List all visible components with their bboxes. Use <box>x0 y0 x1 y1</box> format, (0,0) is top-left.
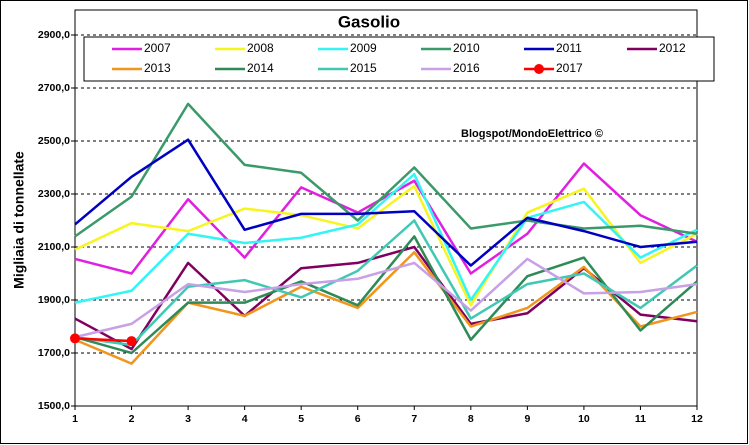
series-line <box>74 257 698 339</box>
legend <box>83 36 715 82</box>
x-tick-label: 4 <box>242 413 248 425</box>
legend-label: 2013 <box>144 61 171 75</box>
legend-label: 2015 <box>350 61 377 75</box>
series-line <box>74 102 698 238</box>
y-tick-label: 2900,0 <box>38 29 70 41</box>
y-tick-label: 2100,0 <box>38 241 70 253</box>
x-tick-label: 12 <box>691 413 703 425</box>
x-tick-label: 7 <box>411 413 417 425</box>
x-tick-label: 11 <box>635 413 646 425</box>
y-tick-label: 2500,0 <box>38 135 70 147</box>
series-line <box>74 162 698 275</box>
y-tick-label: 2300,0 <box>38 188 70 200</box>
series-line <box>74 337 132 343</box>
x-tick-label: 10 <box>578 413 590 425</box>
legend-label: 2009 <box>350 41 377 55</box>
x-tick-label: 9 <box>524 413 530 425</box>
y-tick-label: 1500,0 <box>38 400 70 412</box>
legend-label: 2011 <box>556 41 582 55</box>
legend-label: 2012 <box>659 41 686 55</box>
series-line <box>74 251 698 365</box>
y-tick-label: 2700,0 <box>38 82 70 94</box>
y-axis-label: Migliaia di tonnellate <box>11 151 27 289</box>
x-tick-label: 1 <box>72 413 78 425</box>
series-line <box>74 138 698 267</box>
x-tick-label: 8 <box>468 413 474 425</box>
y-tick-label: 1900,0 <box>38 294 70 306</box>
series-line <box>74 219 698 347</box>
chart-title: Gasolio <box>338 12 400 31</box>
series-line <box>74 184 698 307</box>
legend-label: 2007 <box>144 41 171 55</box>
x-tick-label: 2 <box>129 413 135 425</box>
x-tick-label: 5 <box>298 413 304 425</box>
x-tick-label: 6 <box>355 413 361 425</box>
marker <box>70 333 80 344</box>
x-tick-label: 3 <box>185 413 191 425</box>
legend-label: 2008 <box>247 41 274 55</box>
legend-label: 2016 <box>453 61 480 75</box>
legend-label: 2010 <box>453 41 480 55</box>
marker <box>126 336 137 347</box>
legend-label: 2017 <box>556 61 583 75</box>
legend-label: 2014 <box>247 61 274 75</box>
y-tick-label: 1700,0 <box>38 347 70 359</box>
series-line <box>74 172 698 304</box>
legend-marker <box>534 64 544 74</box>
annotation: Blogspot/MondoElettrico © <box>461 128 603 140</box>
